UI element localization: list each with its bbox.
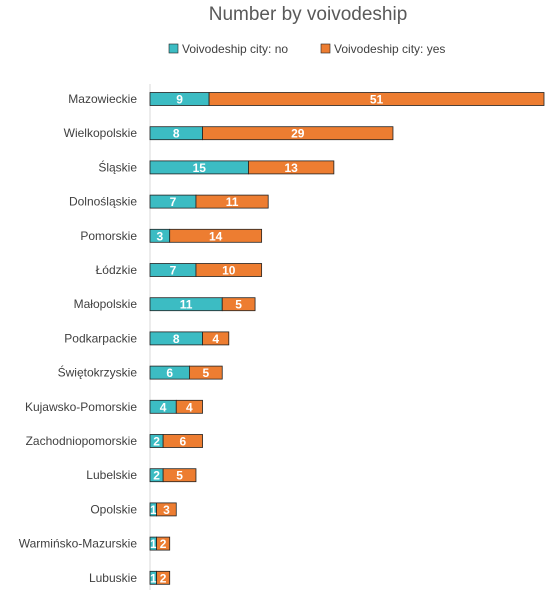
category-label-lubelskie: Lubelskie (86, 468, 137, 482)
data-label-swietokrzyskie-no: 6 (166, 366, 173, 380)
data-label-mazowieckie-no: 9 (176, 93, 183, 107)
data-label-zachodniopomorskie-no: 2 (153, 435, 160, 449)
data-label-wielkopolskie-yes: 29 (291, 127, 305, 141)
data-label-warminsko-mazurskie-yes: 2 (160, 537, 167, 551)
bar-opolskie-yes (156, 502, 177, 517)
bar-kujawsko-pomorskie-yes (175, 399, 203, 414)
bar-slaskie-yes (248, 160, 335, 175)
data-label-kujawsko-pomorskie-no: 4 (160, 400, 167, 414)
category-label-wielkopolskie: Wielkopolskie (64, 126, 138, 140)
data-label-malopolskie-no: 11 (180, 298, 193, 312)
category-label-slaskie: Śląskie (98, 159, 137, 174)
data-label-slaskie-no: 15 (193, 161, 207, 175)
category-label-warminsko-mazurskie: Warmińsko-Mazurskie (19, 537, 138, 551)
bar-wielkopolskie-yes (202, 126, 394, 141)
data-label-mazowieckie-yes: 51 (370, 93, 384, 107)
data-label-lubelskie-yes: 5 (176, 469, 183, 483)
legend-swatch-voivodeship-city-yes (320, 43, 331, 54)
bar-mazowieckie-yes (208, 92, 545, 106)
bar-malopolskie-yes (221, 297, 256, 312)
category-label-malopolskie: Małopolskie (74, 297, 138, 311)
category-label-zachodniopomorskie: Zachodniopomorskie (26, 434, 138, 448)
data-label-lubuskie-yes: 2 (160, 571, 167, 585)
bar-pomorskie-yes (169, 228, 263, 243)
category-labels: Mazowieckie Wielkopolskie Śląskie Dolnośląs… (19, 92, 138, 585)
legend-swatch-voivodeship-city-no (168, 43, 179, 54)
bar-warminsko-mazurskie-yes (156, 536, 171, 551)
data-label-opolskie-no: 1 (150, 503, 157, 517)
data-label-lubuskie-no: 1 (150, 571, 157, 585)
data-label-podkarpackie-yes: 4 (212, 332, 219, 346)
data-label-kujawsko-pomorskie-yes: 4 (186, 400, 193, 414)
category-label-kujawsko-pomorskie: Kujawsko-Pomorskie (25, 400, 137, 414)
data-label-lodzkie-no: 7 (170, 264, 177, 278)
data-label-pomorskie-yes: 14 (209, 229, 223, 243)
category-label-opolskie: Opolskie (90, 502, 137, 516)
data-label-malopolskie-yes: 5 (235, 298, 242, 312)
bar-lubelskie-yes (162, 468, 197, 483)
bar-dolnoslaskie-yes (195, 194, 269, 209)
category-label-swietokrzyskie: Świętokrzyskie (58, 365, 138, 380)
data-label-lodzkie-yes: 10 (222, 264, 236, 278)
legend-label-voivodeship-city-no: Voivodeship city: no (182, 42, 288, 56)
data-label-wielkopolskie-no: 8 (173, 127, 180, 141)
data-label-pomorskie-no: 3 (157, 229, 164, 243)
data-label-zachodniopomorskie-yes: 6 (179, 435, 186, 449)
legend-label-voivodeship-city-yes: Voivodeship city: yes (334, 42, 445, 56)
data-label-swietokrzyskie-yes: 5 (202, 366, 209, 380)
category-label-pomorskie: Pomorskie (80, 229, 137, 243)
category-label-podkarpackie: Podkarpackie (64, 331, 137, 345)
data-label-slaskie-yes: 13 (285, 161, 299, 175)
category-label-lodzkie: Łódzkie (96, 263, 138, 277)
category-label-dolnoslaskie: Dolnośląskie (69, 195, 137, 209)
category-label-mazowieckie: Mazowieckie (68, 92, 137, 106)
data-label-lubelskie-no: 2 (153, 469, 160, 483)
chart-title: Number by voivodeship (209, 4, 408, 25)
data-label-warminsko-mazurskie-no: 1 (150, 537, 157, 551)
data-label-opolskie-yes: 3 (163, 503, 170, 517)
data-label-dolnoslaskie-yes: 11 (226, 195, 239, 209)
data-label-podkarpackie-no: 8 (173, 332, 180, 346)
bar-zachodniopomorskie-yes (162, 434, 203, 448)
legend: Voivodeship city: no Voivodeship city: ye… (168, 42, 445, 56)
data-label-dolnoslaskie-no: 7 (170, 195, 177, 209)
bar-podkarpackie-yes (202, 331, 230, 346)
category-label-lubuskie: Lubuskie (89, 571, 137, 585)
bar-lubuskie-yes (156, 570, 171, 585)
bar-swietokrzyskie-yes (188, 365, 223, 380)
bar-lodzkie-yes (195, 263, 263, 277)
